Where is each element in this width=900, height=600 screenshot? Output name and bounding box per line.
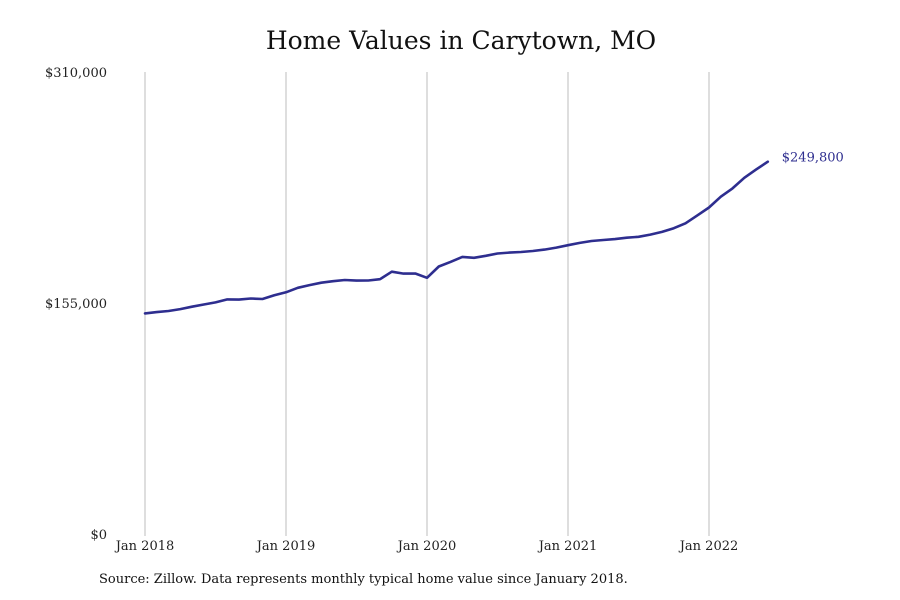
source-note: Source: Zillow. Data represents monthly …	[99, 572, 628, 587]
end-value-label: $249,800	[782, 151, 844, 166]
x-axis-ticks: Jan 2018 Jan 2019 Jan 2020 Jan 2021 Jan 2022	[114, 539, 739, 554]
series-line	[143, 160, 770, 315]
gridlines	[144, 72, 710, 536]
y-tick-label: $155,000	[45, 297, 107, 312]
y-tick-label: $0	[90, 528, 107, 543]
x-tick-label: Jan 2019	[255, 539, 316, 554]
x-tick-label: Jan 2022	[678, 539, 739, 554]
x-tick-label: Jan 2020	[396, 539, 457, 554]
y-axis-ticks: $0 $155,000 $310,000	[45, 66, 107, 543]
series-layer	[143, 160, 770, 315]
annotation-layer: $249,800	[782, 151, 844, 166]
y-tick-label: $310,000	[45, 66, 107, 81]
chart-title: Home Values in Carytown, MO	[265, 26, 657, 55]
x-tick-label: Jan 2021	[537, 539, 598, 554]
x-tick-label: Jan 2018	[114, 539, 175, 554]
